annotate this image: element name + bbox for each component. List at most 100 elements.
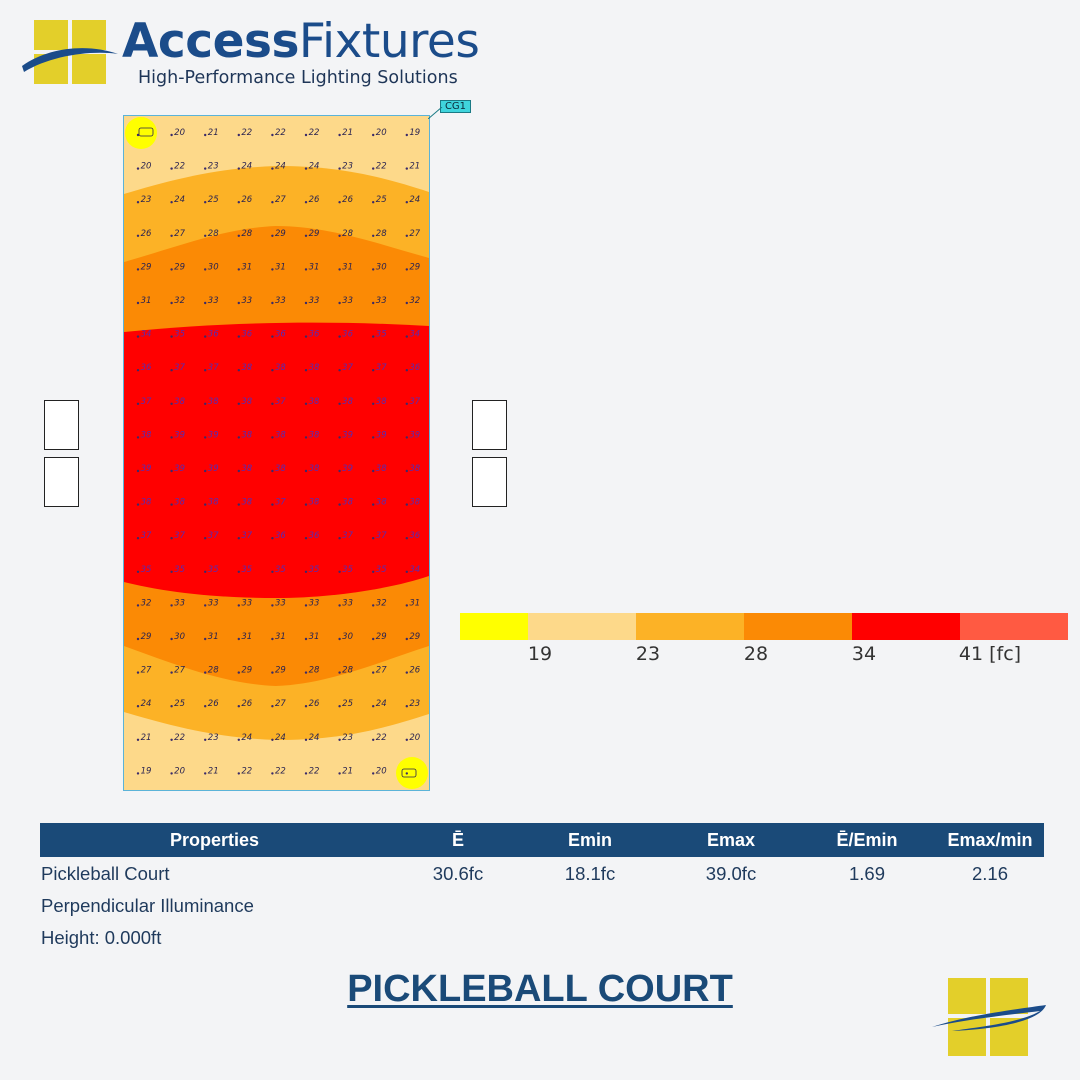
grid-point [405,705,408,708]
grid-point [372,201,375,204]
grid-value-label: 34 [141,330,152,340]
grid-value-label: 39 [141,464,152,474]
grid-value-label: 32 [174,296,185,306]
grid-point [136,402,140,405]
grid-point [204,201,207,204]
grid-value-label: 26 [309,195,320,205]
grid-value-label: 33 [376,296,387,306]
grid-value-label: 37 [174,363,185,373]
grid-value-label: 36 [241,330,252,340]
grid-point [136,201,140,204]
grid-point [304,705,308,708]
grid-point [136,503,140,506]
grid-point [338,503,341,506]
grid-point [304,469,308,473]
grid-value-label: 29 [275,666,286,676]
grid-value-label: 36 [309,330,320,340]
grid-value-label: 35 [174,330,185,340]
grid-value-label: 39 [208,430,219,440]
grid-point [304,167,308,170]
grid-value-label: 32 [141,598,152,608]
grid-value-label: 22 [275,766,286,776]
grid-point [170,436,173,439]
grid-point [271,705,274,708]
grid-value-label: 20 [141,162,152,172]
grid-point [237,167,240,170]
grid-value-label: 31 [208,632,219,642]
grid-point [405,570,408,573]
grid-point [237,234,240,237]
grid-point [271,637,274,641]
grid-point [405,604,408,607]
min-spot-top-left [125,117,157,149]
grid-value-label: 37 [141,531,152,541]
grid-point [204,268,207,271]
grid-point [304,604,308,607]
grid-value-label: 25 [208,195,219,205]
legend-segment [960,613,1068,640]
grid-value-label: 28 [342,666,353,676]
grid-value-label: 31 [342,262,353,272]
grid-point [136,738,140,741]
grid-point [338,772,341,775]
table-header: Properties Ē Emin Emax Ē/Emin Emax/min [40,823,1044,857]
grid-value-label: 37 [342,363,353,373]
grid-point [170,167,173,170]
grid-value-label: 38 [174,498,185,508]
band-34-41 [124,322,429,598]
grid-point [405,201,408,204]
grid-point [372,738,375,741]
grid-value-label: 33 [241,598,252,608]
grid-point [136,604,140,607]
grid-point [405,369,408,372]
brand-name: AccessFixtures [122,14,480,69]
grid-value-label: 37 [208,531,219,541]
grid-point [338,369,341,372]
grid-point [204,738,207,741]
grid-point [338,301,341,305]
grid-point [271,402,274,405]
grid-point [204,772,207,775]
grid-point [338,402,341,405]
grid-value-label: 38 [309,430,320,440]
grid-value-label: 21 [208,766,219,776]
grid-point [204,167,207,170]
grid-value-label: 25 [376,195,387,205]
grid-point [237,369,240,372]
grid-value-label: 25 [342,699,353,709]
grid-value-label: 26 [141,229,152,239]
grid-point [204,402,207,405]
grid-value-label: 30 [208,262,219,272]
illuminance-legend: 19 23 28 34 41 [fc] [460,613,1070,673]
grid-value-label: 37 [376,363,387,373]
grid-value-label: 29 [141,632,152,642]
grid-point [372,604,375,607]
grid-value-label: 29 [376,632,387,642]
grid-point [136,301,140,305]
grid-point [271,335,274,338]
grid-value-label: 39 [342,430,353,440]
grid-value-label: 36 [275,330,286,340]
grid-value-label: 35 [376,330,387,340]
grid-point [304,537,308,540]
grid-value-label: 33 [342,296,353,306]
grid-point [338,604,341,607]
grid-point [338,705,341,708]
legend-tick-label: 23 [635,643,661,665]
grid-value-label: 24 [309,733,320,743]
grid-point [304,201,308,204]
grid-point [372,234,375,237]
grid-point [372,537,375,540]
grid-value-label: 34 [409,565,420,575]
grid-value-label: 33 [275,296,286,306]
grid-value-label: 38 [342,498,353,508]
grid-value-label: 22 [174,733,185,743]
grid-value-label: 21 [409,162,420,172]
grid-point [338,738,341,741]
grid-point [237,604,240,607]
grid-value-label: 30 [376,262,387,272]
grid-value-label: 30 [174,632,185,642]
min-spot-bottom-right [396,757,428,789]
grid-value-label: 33 [208,296,219,306]
grid-value-label: 38 [174,397,185,407]
